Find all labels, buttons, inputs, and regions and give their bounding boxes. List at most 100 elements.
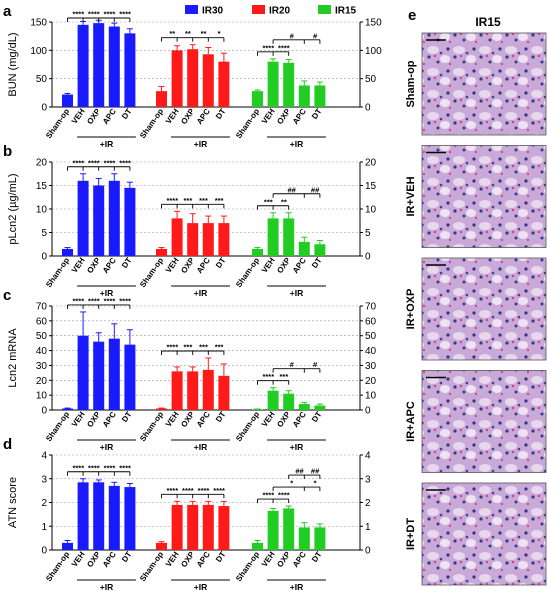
bar-ir20-veh xyxy=(171,504,183,550)
significance-label: *** xyxy=(199,196,208,205)
bar-ir30-sham-op xyxy=(62,248,73,256)
x-tick-label: APC xyxy=(195,550,212,569)
y-tick-label-left: 20 xyxy=(36,376,48,387)
y-tick-label-left: 0 xyxy=(41,103,47,114)
x-tick-label: VEH xyxy=(164,256,181,275)
y-axis-label: ATN score xyxy=(7,477,19,528)
y-tick-label-right: 0 xyxy=(365,103,371,114)
bar-ir20-apc xyxy=(202,369,214,410)
bar-ir15-veh xyxy=(267,61,279,107)
y-tick-label-right: 70 xyxy=(365,302,377,313)
histology-micrograph xyxy=(421,482,547,586)
x-tick-label: DT xyxy=(120,410,134,424)
y-tick-label-right: 1 xyxy=(365,522,371,533)
legend-swatch-ir30 xyxy=(185,5,198,14)
x-tick-label: DT xyxy=(310,256,324,270)
panel-letter-e: e xyxy=(408,7,416,24)
x-tick-label: VEH xyxy=(164,550,181,569)
significance-label: # xyxy=(313,360,318,369)
x-tick-label: DT xyxy=(310,410,324,424)
bar-ir15-sham-op xyxy=(252,542,263,550)
legend: IR30 IR20 IR15 xyxy=(185,5,357,17)
y-tick-label-left: 40 xyxy=(36,346,48,357)
significance-label: * xyxy=(290,479,293,488)
significance-label: *** xyxy=(215,343,224,352)
histology-panel: e IR15 Sham-op IR+VEH IR+OXP IR+APC IR+DT xyxy=(405,7,547,586)
x-tick-label: Sham-op xyxy=(44,107,71,140)
x-tick-label: Sham-op xyxy=(138,410,165,443)
significance-label: ** xyxy=(169,29,175,38)
y-tick-label-right: 4 xyxy=(365,451,371,462)
bar-ir30-oxp xyxy=(93,482,105,550)
y-tick-label-right: 50 xyxy=(365,331,377,342)
x-tick-label: VEH xyxy=(260,550,277,569)
bar-ir20-sham-op xyxy=(156,248,167,256)
x-tick-label: APC xyxy=(101,410,118,429)
chart-c: c 0 0 10 10 20 20 30 30 40 40 50 50 60 60 70 70 Lcn2 mRNA… xyxy=(3,287,377,452)
histology-title: IR15 xyxy=(475,15,501,29)
ir-group-label: +IR xyxy=(194,139,207,149)
y-tick-label-left: 1 xyxy=(41,522,47,533)
bar-ir30-dt xyxy=(124,344,136,410)
bar-ir30-oxp xyxy=(93,185,105,256)
y-tick-label-left: 4 xyxy=(41,451,47,462)
bar-ir30-oxp xyxy=(93,23,105,108)
significance-label: ## xyxy=(295,467,304,476)
bar-ir20-oxp xyxy=(187,504,199,550)
histology-micrograph xyxy=(421,370,547,473)
histology-label: Sham-op xyxy=(405,60,417,107)
x-tick-label: DT xyxy=(214,410,228,424)
y-tick-label-right: 100 xyxy=(365,46,382,57)
significance-label: **** xyxy=(72,463,84,472)
y-tick-label-left: 10 xyxy=(36,205,48,216)
significance-label: **** xyxy=(182,486,194,495)
significance-label: **** xyxy=(166,486,178,495)
x-tick-label: APC xyxy=(101,107,118,126)
legend-label-ir30: IR30 xyxy=(202,6,224,17)
histology-image-sham-op: Sham-op xyxy=(405,32,547,136)
bar-ir15-sham-op xyxy=(252,248,263,256)
y-tick-label-left: 50 xyxy=(36,74,48,85)
bar-ir20-sham-op xyxy=(156,91,167,107)
x-tick-label: Sham-op xyxy=(234,550,261,583)
x-tick-label: Sham-op xyxy=(234,107,261,140)
bar-ir20-dt xyxy=(218,61,230,107)
significance-label: **** xyxy=(262,43,274,52)
x-tick-label: APC xyxy=(195,256,212,275)
x-tick-label: VEH xyxy=(70,107,87,126)
x-tick-label: OXP xyxy=(179,106,196,126)
y-axis-label: pLcn2 (µg/mL) xyxy=(7,173,19,244)
significance-label: **** xyxy=(262,491,274,500)
y-tick-label-left: 15 xyxy=(36,181,48,192)
ir-group-label: +IR xyxy=(100,139,113,149)
y-tick-label-right: 20 xyxy=(365,158,377,169)
significance-label: **** xyxy=(104,158,116,167)
x-tick-label: Sham-op xyxy=(44,410,71,443)
significance-label: **** xyxy=(119,10,131,19)
x-tick-label: OXP xyxy=(275,255,292,275)
x-tick-label: OXP xyxy=(85,409,102,429)
bar-ir15-sham-op xyxy=(252,409,263,410)
legend-swatch-ir15 xyxy=(318,5,331,14)
bar-ir20-apc xyxy=(202,504,214,550)
significance-label: **** xyxy=(104,463,116,472)
histology-label: IR+OXP xyxy=(405,289,417,330)
x-tick-label: Sham-op xyxy=(44,256,71,289)
histology-label: IR+APC xyxy=(405,401,417,442)
significance-label: ** xyxy=(185,29,191,38)
x-tick-label: OXP xyxy=(275,549,292,569)
significance-label: **** xyxy=(104,10,116,19)
significance-label: *** xyxy=(264,197,273,206)
significance-label: ## xyxy=(288,185,297,194)
bar-ir30-dt xyxy=(124,187,136,256)
significance-label: * xyxy=(218,29,221,38)
bar-ir30-apc xyxy=(108,338,120,410)
bar-ir30-apc xyxy=(108,485,120,550)
ir-group-label: +IR xyxy=(194,582,207,592)
significance-label: **** xyxy=(72,296,84,305)
y-tick-label-left: 50 xyxy=(36,331,48,342)
bar-ir30-sham-op xyxy=(62,542,73,550)
y-tick-label-right: 0 xyxy=(365,546,371,557)
